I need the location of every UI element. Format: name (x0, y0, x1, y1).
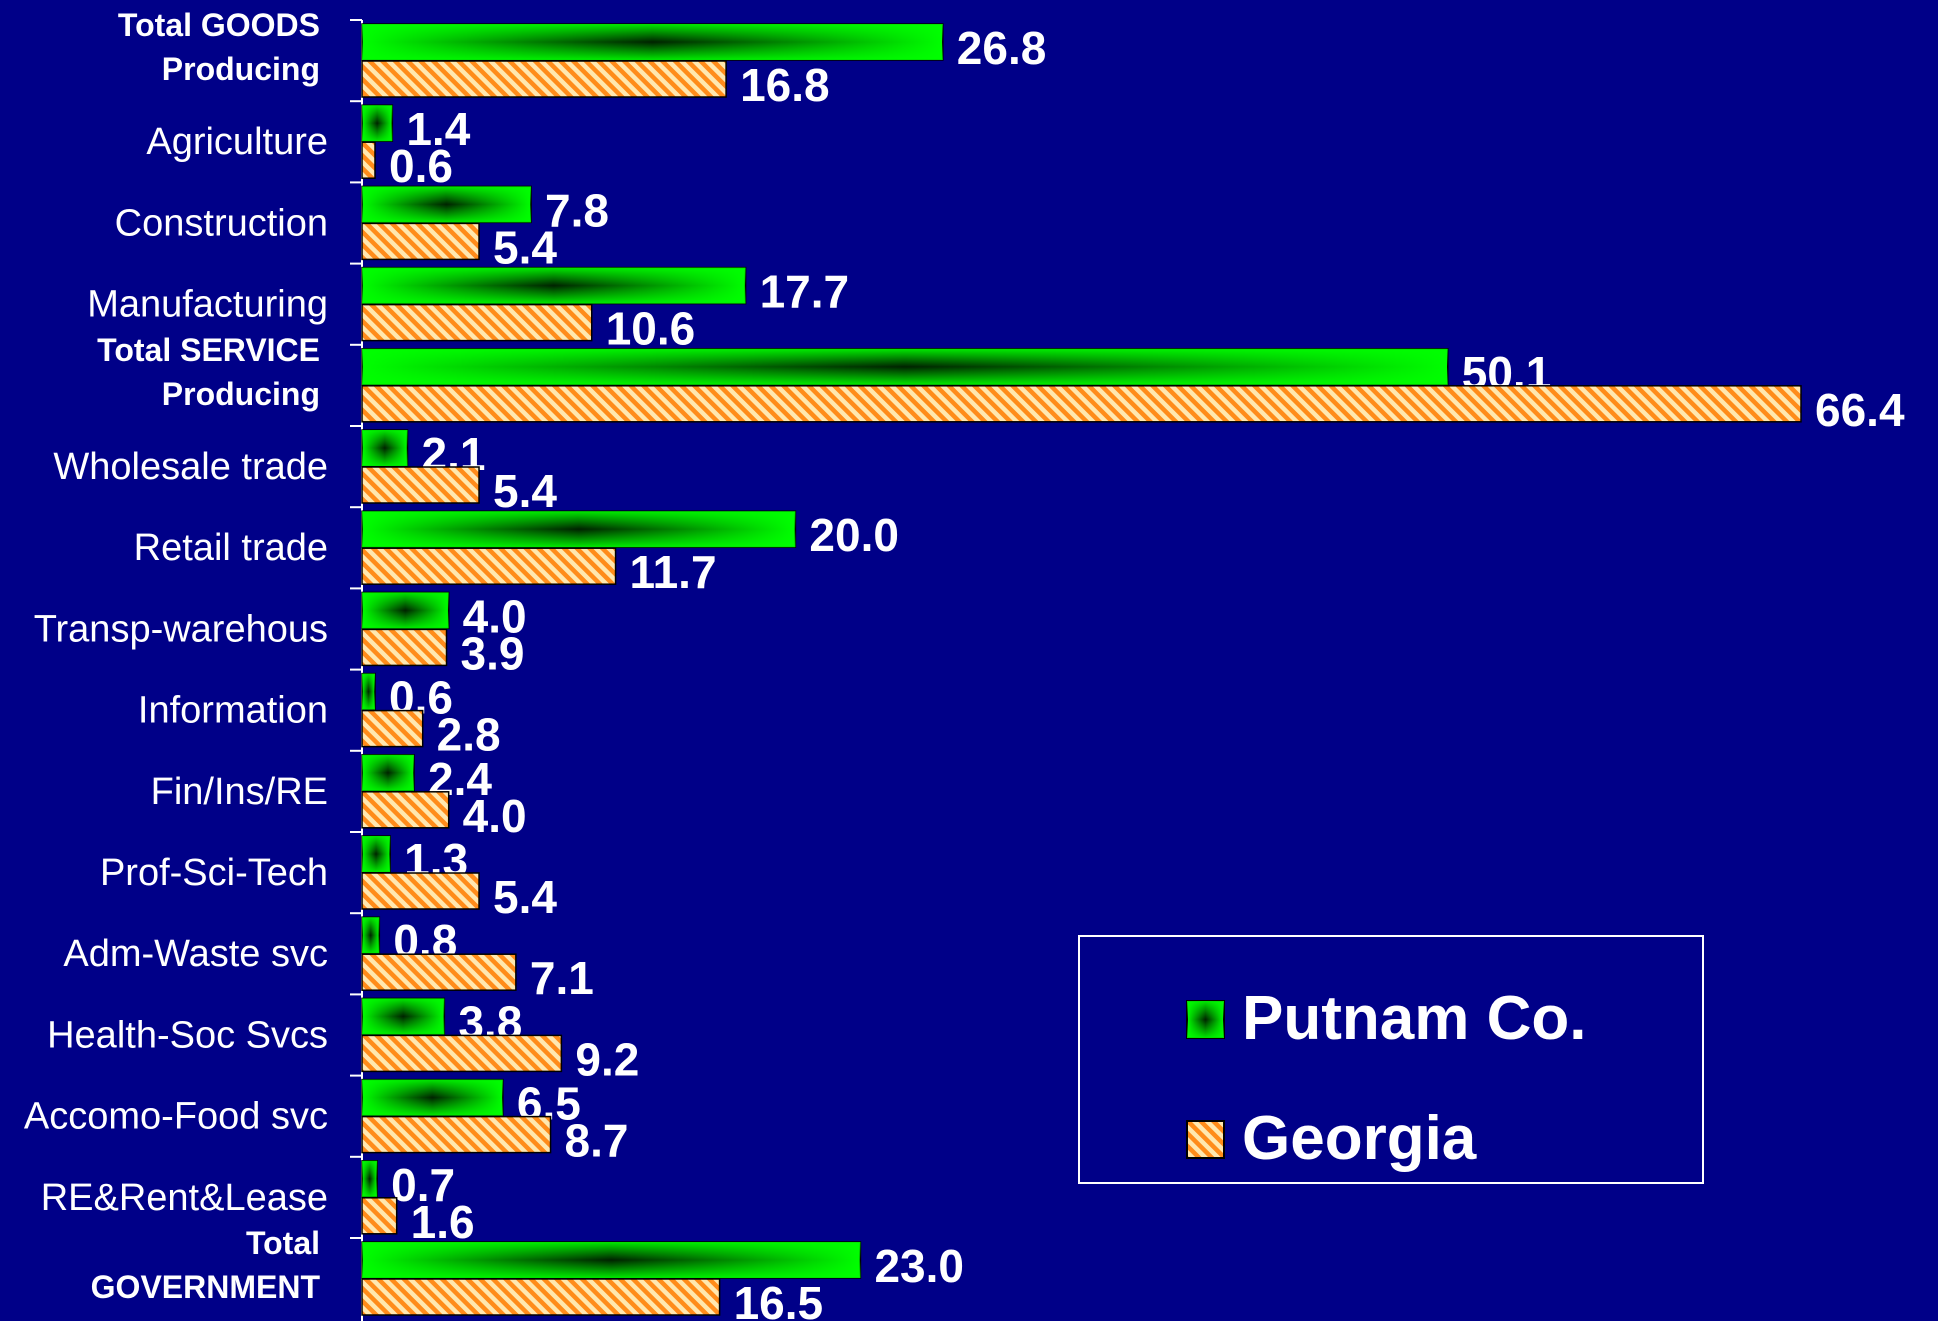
bar-shade (362, 1242, 861, 1278)
category-label: Manufacturing (87, 284, 328, 326)
value-label: 5.4 (493, 465, 557, 517)
legend-box (1078, 935, 1704, 1184)
value-label: 26.8 (957, 22, 1047, 74)
bar (361, 628, 448, 667)
value-label: 11.7 (630, 546, 717, 598)
category-label: Wholesale trade (53, 446, 328, 488)
category-label: Construction (115, 202, 328, 244)
category-label: Health-Soc Svcs (47, 1014, 328, 1056)
category-label: Adm-Waste svc (63, 933, 328, 975)
legend-swatch-shade (1187, 1001, 1224, 1038)
bar (361, 303, 593, 342)
bar-shade (362, 430, 408, 466)
category-label: Total GOODS (118, 7, 320, 43)
value-label: 0.7 (391, 1159, 455, 1211)
value-label: 0.6 (389, 140, 453, 192)
bar (361, 953, 517, 991)
category-label: Fin/Ins/RE (151, 771, 328, 813)
category-label: Transp-warehous (34, 608, 328, 650)
value-label: 1.6 (411, 1196, 475, 1248)
bar (361, 1278, 721, 1316)
bar-shade (362, 1160, 378, 1197)
bar-shade (362, 267, 746, 304)
bar (361, 1115, 552, 1154)
value-label: 5.4 (493, 221, 557, 273)
bar-shade (362, 998, 445, 1035)
value-label: 5.4 (493, 871, 557, 923)
value-label: 2.8 (437, 709, 501, 761)
bar-shade (362, 592, 449, 629)
value-label: 1.4 (406, 103, 470, 155)
category-label: Prof-Sci-Tech (100, 852, 328, 894)
bar (361, 60, 727, 98)
bar-shade (362, 348, 1448, 385)
bar-shade (362, 511, 796, 548)
category-label: RE&Rent&Lease (41, 1177, 328, 1219)
value-label: 3.9 (461, 627, 525, 679)
category-label: GOVERNMENT (91, 1269, 321, 1305)
category-label: Total SERVICE (97, 332, 320, 368)
bar (361, 141, 376, 179)
category-label: Agriculture (146, 121, 328, 163)
value-label: 16.5 (734, 1277, 824, 1321)
value-label: 17.7 (760, 266, 850, 318)
value-label: 23.0 (874, 1240, 964, 1292)
legend-swatch (1186, 1120, 1225, 1159)
bar (361, 791, 450, 829)
value-label: 7.1 (530, 952, 594, 1004)
bar (361, 872, 480, 910)
value-label: 9.2 (575, 1033, 639, 1085)
legend-label: Putnam Co. (1242, 984, 1586, 1053)
value-label: 7.8 (545, 184, 609, 236)
category-label: Total (246, 1225, 320, 1261)
bar-shade (362, 754, 415, 791)
bar-shade (362, 105, 393, 142)
bar-shade (362, 917, 380, 954)
category-label: Accomo-Food svc (24, 1096, 328, 1138)
bar-shade (362, 836, 391, 872)
bar (361, 1034, 563, 1073)
category-label: Producing (162, 51, 320, 87)
value-label: 10.6 (606, 303, 696, 355)
bar (361, 1197, 398, 1235)
value-label: 4.0 (463, 590, 527, 642)
value-label: 4.0 (463, 790, 527, 842)
category-label: Information (138, 690, 328, 732)
bar-shade (362, 186, 532, 223)
value-label: 16.8 (740, 59, 830, 111)
value-label: 20.0 (809, 509, 899, 561)
bar (361, 547, 617, 585)
value-label: 66.4 (1815, 384, 1905, 436)
bar-shade (362, 1079, 503, 1116)
bar-shade (362, 673, 376, 710)
bar (361, 709, 424, 748)
legend-label: Georgia (1242, 1104, 1477, 1173)
category-label: Retail trade (134, 527, 328, 569)
bar (361, 222, 480, 261)
category-label: Producing (162, 376, 320, 412)
bar-shade (362, 24, 943, 60)
bar (361, 466, 480, 504)
bar (361, 385, 1802, 423)
value-label: 8.7 (565, 1115, 629, 1167)
